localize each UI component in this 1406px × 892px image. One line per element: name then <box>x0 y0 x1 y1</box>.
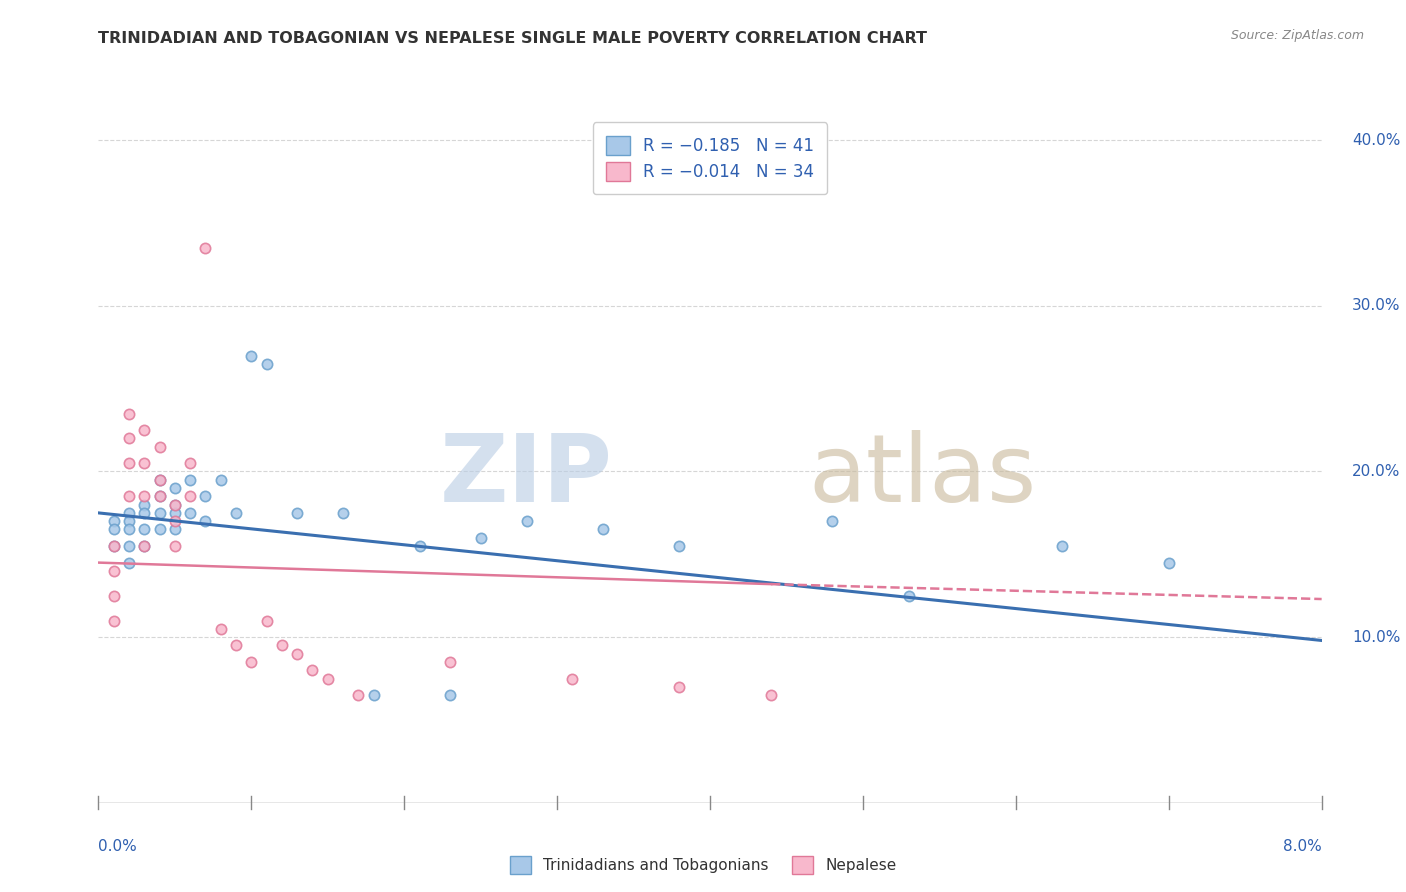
Point <box>134 489 156 503</box>
Point <box>179 489 201 503</box>
Point <box>470 531 492 545</box>
Point <box>561 672 583 686</box>
Point <box>134 539 156 553</box>
Point <box>103 514 125 528</box>
Point <box>118 523 141 537</box>
Point <box>134 506 156 520</box>
Point <box>163 481 186 495</box>
Point <box>1157 556 1180 570</box>
Text: 0.0%: 0.0% <box>98 839 138 855</box>
Point <box>209 473 232 487</box>
Point <box>149 473 172 487</box>
Point <box>103 564 125 578</box>
Point <box>1050 539 1073 553</box>
Point <box>118 514 141 528</box>
Point <box>301 663 323 677</box>
Point <box>897 589 920 603</box>
Point <box>270 639 294 653</box>
Point <box>408 539 430 553</box>
Point <box>194 241 217 255</box>
Text: TRINIDADIAN AND TOBAGONIAN VS NEPALESE SINGLE MALE POVERTY CORRELATION CHART: TRINIDADIAN AND TOBAGONIAN VS NEPALESE S… <box>98 31 928 46</box>
Point <box>225 639 247 653</box>
Point <box>118 489 141 503</box>
Point <box>439 655 461 669</box>
Text: atlas: atlas <box>808 430 1036 522</box>
Legend: Trinidadians and Tobagonians, Nepalese: Trinidadians and Tobagonians, Nepalese <box>503 850 903 880</box>
Point <box>163 498 186 512</box>
Point <box>347 688 370 702</box>
Point <box>163 498 186 512</box>
Point <box>439 688 461 702</box>
Point <box>103 523 125 537</box>
Point <box>118 539 141 553</box>
Point <box>103 614 125 628</box>
Text: 10.0%: 10.0% <box>1353 630 1400 645</box>
Point <box>149 489 172 503</box>
Text: Source: ZipAtlas.com: Source: ZipAtlas.com <box>1230 29 1364 42</box>
Point <box>316 672 339 686</box>
Point <box>149 523 172 537</box>
Point <box>179 456 201 470</box>
Legend: R = −0.185   N = 41, R = −0.014   N = 34: R = −0.185 N = 41, R = −0.014 N = 34 <box>593 122 827 194</box>
Point <box>285 506 308 520</box>
Point <box>118 506 141 520</box>
Text: 8.0%: 8.0% <box>1282 839 1322 855</box>
Point <box>134 456 156 470</box>
Point <box>821 514 844 528</box>
Point <box>194 489 217 503</box>
Text: ZIP: ZIP <box>439 430 612 522</box>
Point <box>134 539 156 553</box>
Point <box>256 357 278 371</box>
Point <box>118 456 141 470</box>
Point <box>163 514 186 528</box>
Point <box>668 539 690 553</box>
Point <box>149 506 172 520</box>
Point <box>759 688 782 702</box>
Text: 20.0%: 20.0% <box>1353 464 1400 479</box>
Point <box>240 349 263 363</box>
Point <box>149 489 172 503</box>
Point <box>516 514 538 528</box>
Text: 40.0%: 40.0% <box>1353 133 1400 148</box>
Point <box>149 440 172 454</box>
Text: 30.0%: 30.0% <box>1353 298 1400 313</box>
Point <box>256 614 278 628</box>
Point <box>163 523 186 537</box>
Point <box>118 431 141 445</box>
Point <box>163 506 186 520</box>
Point <box>118 407 141 421</box>
Point <box>118 556 141 570</box>
Point <box>285 647 308 661</box>
Point <box>149 473 172 487</box>
Point <box>103 539 125 553</box>
Point <box>209 622 232 636</box>
Point <box>194 514 217 528</box>
Point <box>179 506 201 520</box>
Point <box>163 539 186 553</box>
Point <box>332 506 354 520</box>
Point <box>363 688 385 702</box>
Point <box>225 506 247 520</box>
Point <box>103 539 125 553</box>
Point <box>179 473 201 487</box>
Point <box>134 423 156 437</box>
Point <box>668 680 690 694</box>
Point <box>134 523 156 537</box>
Point <box>240 655 263 669</box>
Point <box>103 589 125 603</box>
Point <box>592 523 614 537</box>
Point <box>134 498 156 512</box>
